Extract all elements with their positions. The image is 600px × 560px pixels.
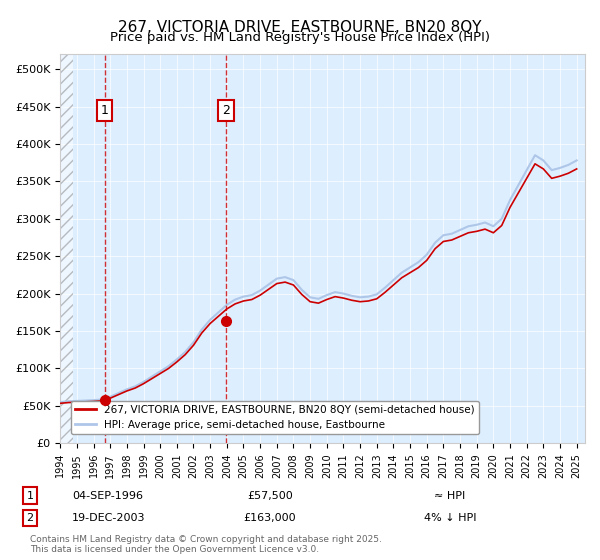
Text: 2: 2 (26, 513, 34, 523)
Text: Price paid vs. HM Land Registry's House Price Index (HPI): Price paid vs. HM Land Registry's House … (110, 31, 490, 44)
Text: 1: 1 (26, 491, 34, 501)
Text: 1: 1 (101, 104, 109, 117)
Text: 04-SEP-1996: 04-SEP-1996 (72, 491, 143, 501)
Bar (60, 54, 73, 443)
Text: 2: 2 (222, 104, 230, 117)
Text: £163,000: £163,000 (244, 513, 296, 523)
Text: 267, VICTORIA DRIVE, EASTBOURNE, BN20 8QY: 267, VICTORIA DRIVE, EASTBOURNE, BN20 8Q… (118, 20, 482, 35)
Text: £57,500: £57,500 (247, 491, 293, 501)
Text: 4% ↓ HPI: 4% ↓ HPI (424, 513, 476, 523)
Text: Contains HM Land Registry data © Crown copyright and database right 2025.
This d: Contains HM Land Registry data © Crown c… (30, 535, 382, 554)
Legend: 267, VICTORIA DRIVE, EASTBOURNE, BN20 8QY (semi-detached house), HPI: Average pr: 267, VICTORIA DRIVE, EASTBOURNE, BN20 8Q… (71, 400, 479, 434)
Text: ≈ HPI: ≈ HPI (434, 491, 466, 501)
Text: 19-DEC-2003: 19-DEC-2003 (72, 513, 146, 523)
